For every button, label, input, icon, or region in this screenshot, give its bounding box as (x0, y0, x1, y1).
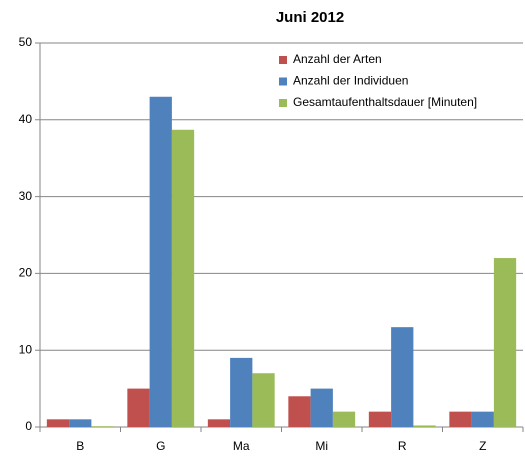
x-tick-label: R (398, 439, 407, 453)
legend-swatch (279, 99, 287, 107)
y-tick-label: 0 (25, 419, 32, 433)
bar (149, 96, 172, 427)
x-tick-label: G (156, 439, 165, 453)
bar (493, 258, 517, 427)
bar (46, 419, 70, 427)
bar (391, 327, 414, 427)
bar (230, 357, 253, 427)
bar (413, 425, 436, 427)
legend-swatch (279, 77, 287, 86)
bar (332, 411, 356, 427)
bar (171, 129, 195, 427)
y-tick-label: 30 (19, 189, 33, 203)
y-tick-label: 20 (19, 266, 33, 280)
chart-title: Juni 2012 (276, 9, 344, 26)
bar (69, 419, 92, 427)
bar (471, 411, 494, 427)
bar (127, 388, 150, 427)
legend-label: Anzahl der Individuen (293, 74, 408, 88)
bar (207, 419, 231, 427)
bar (252, 373, 275, 427)
y-tick-label: 40 (19, 112, 33, 126)
bar (310, 388, 333, 427)
x-tick-label: Z (479, 439, 486, 453)
legend-label: Gesamtaufenthaltsdauer [Minuten] (293, 95, 477, 109)
bar (449, 411, 472, 427)
y-tick-label: 10 (19, 342, 33, 356)
x-tick-label: Ma (233, 439, 250, 453)
x-tick-label: Mi (315, 439, 328, 453)
bar (288, 396, 311, 427)
legend-label: Anzahl der Arten (293, 52, 382, 66)
y-tick-label: 50 (19, 35, 33, 49)
legend-swatch (279, 56, 287, 64)
x-tick-label: B (76, 439, 84, 453)
bar (91, 426, 114, 427)
bar (368, 411, 392, 427)
